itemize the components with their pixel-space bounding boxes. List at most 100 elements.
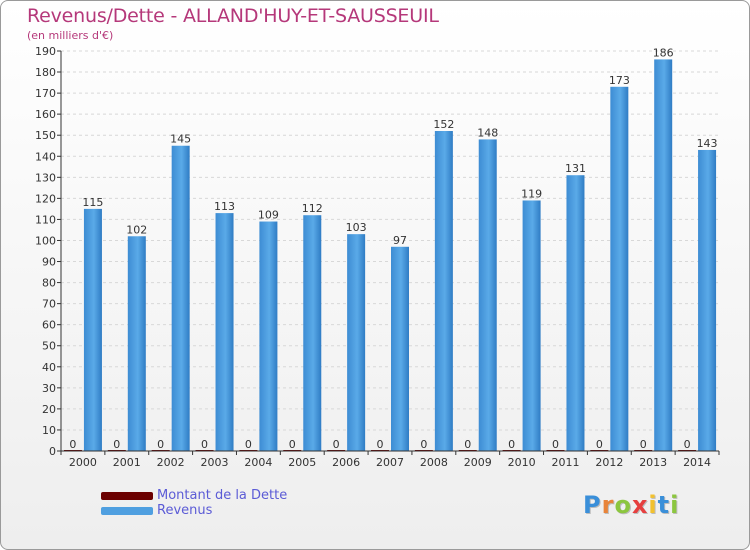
bar-revenus <box>610 86 629 451</box>
bar-revenus <box>127 236 146 451</box>
bar-revenus <box>347 234 366 451</box>
data-label-revenus: 97 <box>393 234 407 247</box>
logo-letter: i <box>670 491 680 519</box>
proxiti-logo: Proxiti <box>583 491 679 519</box>
data-label-revenus: 109 <box>258 209 279 222</box>
chart-subtitle: (en milliers d'€) <box>27 29 114 42</box>
data-label-dette: 0 <box>596 438 603 451</box>
data-label-revenus: 102 <box>126 223 147 236</box>
y-tick-label: 40 <box>42 361 56 374</box>
x-tick-label: 2001 <box>113 456 141 469</box>
y-tick-label: 170 <box>35 87 56 100</box>
bar-revenus <box>215 213 234 451</box>
data-label-revenus: 119 <box>521 187 542 200</box>
data-label-dette: 0 <box>289 438 296 451</box>
data-label-dette: 0 <box>201 438 208 451</box>
bars <box>63 59 717 452</box>
logo-letter: t <box>657 491 671 519</box>
logo-letter: P <box>583 491 602 519</box>
bar-revenus <box>259 221 278 451</box>
data-label-dette: 0 <box>245 438 252 451</box>
bar-revenus <box>434 131 453 451</box>
data-label-dette: 0 <box>420 438 427 451</box>
data-label-revenus: 113 <box>214 200 235 213</box>
y-tick-label: 60 <box>42 319 56 332</box>
data-label-dette: 0 <box>508 438 515 451</box>
x-tick-label: 2012 <box>595 456 623 469</box>
bar-revenus <box>654 59 673 451</box>
data-label-revenus: 131 <box>565 162 586 175</box>
data-label-dette: 0 <box>464 438 471 451</box>
y-tick-label: 80 <box>42 277 56 290</box>
bar-revenus <box>303 215 322 451</box>
x-tick-label: 2002 <box>157 456 185 469</box>
data-label-dette: 0 <box>157 438 164 451</box>
y-tick-label: 20 <box>42 403 56 416</box>
y-axis-ticks: 0 10 20 30 40 50 60 70 80 90 100 110 120 130 140 150 160… <box>35 45 61 458</box>
y-tick-label: 190 <box>35 45 56 58</box>
x-axis-ticks: 2000 2001 2002 2003 2004 2005 2006 2007 2008 2009… <box>60 451 720 469</box>
y-tick-label: 150 <box>35 129 56 142</box>
y-tick-label: 90 <box>42 256 56 269</box>
y-tick-label: 110 <box>35 213 56 226</box>
y-tick-label: 0 <box>49 445 56 458</box>
x-tick-label: 2009 <box>464 456 492 469</box>
data-label-dette: 0 <box>333 438 340 451</box>
data-label-revenus: 103 <box>346 221 367 234</box>
y-tick-label: 140 <box>35 150 56 163</box>
y-tick-label: 130 <box>35 171 56 184</box>
data-label-dette: 0 <box>377 438 384 451</box>
logo-letter: i <box>648 491 658 519</box>
x-tick-label: 2014 <box>683 456 711 469</box>
data-label-dette: 0 <box>640 438 647 451</box>
bar-revenus <box>698 149 717 451</box>
x-tick-label: 2008 <box>420 456 448 469</box>
y-tick-label: 30 <box>42 382 56 395</box>
x-tick-label: 2011 <box>551 456 579 469</box>
chart-title: Revenus/Dette - ALLAND'HUY-ET-SAUSSEUIL <box>27 5 439 27</box>
x-tick-label: 2013 <box>639 456 667 469</box>
data-label-revenus: 148 <box>477 126 498 139</box>
legend-swatch-revenus <box>101 507 153 515</box>
y-tick-label: 50 <box>42 340 56 353</box>
bar-revenus <box>566 175 585 452</box>
y-tick-label: 120 <box>35 192 56 205</box>
legend-label-revenus: Revenus <box>157 503 213 518</box>
data-label-dette: 0 <box>552 438 559 451</box>
y-tick-label: 10 <box>42 424 56 437</box>
x-tick-label: 2005 <box>288 456 316 469</box>
data-label-revenus: 112 <box>302 202 323 215</box>
data-label-dette: 0 <box>69 438 76 451</box>
data-label-revenus: 145 <box>170 133 191 146</box>
legend-swatch-dette <box>101 492 153 500</box>
data-label-revenus: 115 <box>82 196 103 209</box>
y-tick-label: 160 <box>35 108 56 121</box>
x-tick-label: 2003 <box>201 456 229 469</box>
y-tick-label: 180 <box>35 66 56 79</box>
grid-lines <box>61 50 719 452</box>
data-label-revenus: 173 <box>609 74 630 87</box>
logo-letter: r <box>601 491 615 519</box>
x-tick-label: 2006 <box>332 456 360 469</box>
bar-revenus <box>522 200 541 451</box>
bar-revenus <box>171 145 190 451</box>
legend-label-dette: Montant de la Dette <box>157 488 288 503</box>
bar-revenus <box>391 246 409 451</box>
y-tick-label: 100 <box>35 234 56 247</box>
x-tick-label: 2007 <box>376 456 404 469</box>
data-label-dette: 0 <box>684 438 691 451</box>
data-labels: 0 115 0 102 0 145 0 113 0 109 0 112 0 103 0 97 0 152 0 148 0… <box>69 46 717 451</box>
y-tick-label: 70 <box>42 298 56 311</box>
data-label-dette: 0 <box>113 438 120 451</box>
bar-revenus <box>83 208 102 451</box>
x-tick-label: 2000 <box>69 456 97 469</box>
x-tick-label: 2004 <box>244 456 272 469</box>
data-label-revenus: 186 <box>653 46 674 59</box>
data-label-revenus: 152 <box>433 118 454 131</box>
data-label-revenus: 143 <box>697 137 718 150</box>
x-tick-label: 2010 <box>508 456 536 469</box>
bar-revenus <box>478 139 497 451</box>
logo-letter: o <box>614 491 632 519</box>
